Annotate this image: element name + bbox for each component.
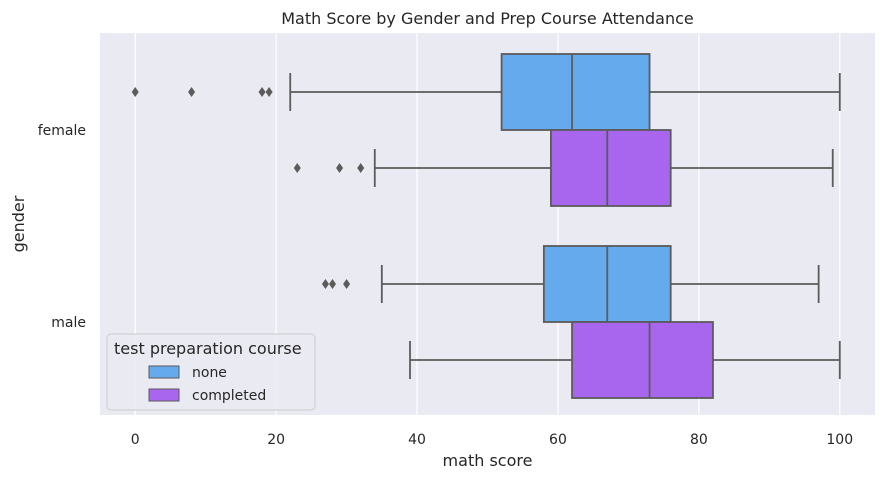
legend-label-completed: completed [192, 388, 266, 404]
outlier-point [293, 163, 301, 173]
chart-title: Math Score by Gender and Prep Course Att… [281, 9, 694, 28]
y-tick-label: female [38, 123, 86, 139]
outlier-point [343, 279, 351, 289]
outlier-point [357, 163, 365, 173]
outlier-point [131, 87, 139, 97]
y-axis-ticks: female male [38, 123, 86, 331]
x-tick-label: 20 [267, 432, 285, 448]
y-axis-label: gender [9, 195, 28, 252]
outlier-point [258, 87, 266, 97]
box-none-female [131, 53, 841, 131]
outlier-point [321, 279, 329, 289]
x-tick-label: 0 [131, 432, 140, 448]
outlier-point [188, 87, 196, 97]
x-tick-label: 100 [826, 432, 853, 448]
x-tick-label: 40 [408, 432, 426, 448]
x-tick-label: 80 [690, 432, 708, 448]
outlier-point [336, 163, 344, 173]
legend: test preparation course none completed [106, 333, 316, 411]
box-none-male [321, 245, 820, 323]
iqr-box [571, 321, 714, 399]
legend-swatch-completed [148, 388, 180, 402]
box-layer [131, 53, 841, 399]
x-tick-label: 60 [549, 432, 567, 448]
iqr-box [500, 53, 651, 131]
legend-label-none: none [192, 365, 227, 381]
box-completed-female [293, 129, 834, 207]
legend-swatch-none [148, 365, 180, 379]
outlier-point [329, 279, 336, 289]
x-axis-ticks: 0 20 40 60 80 100 [131, 432, 853, 448]
legend-items: none completed [148, 365, 266, 404]
legend-title: test preparation course [114, 339, 302, 358]
y-tick-label: male [51, 315, 86, 331]
x-axis-label: math score [443, 451, 533, 470]
outlier-point [265, 87, 273, 97]
box-completed-male [409, 321, 841, 399]
iqr-box [550, 129, 672, 207]
